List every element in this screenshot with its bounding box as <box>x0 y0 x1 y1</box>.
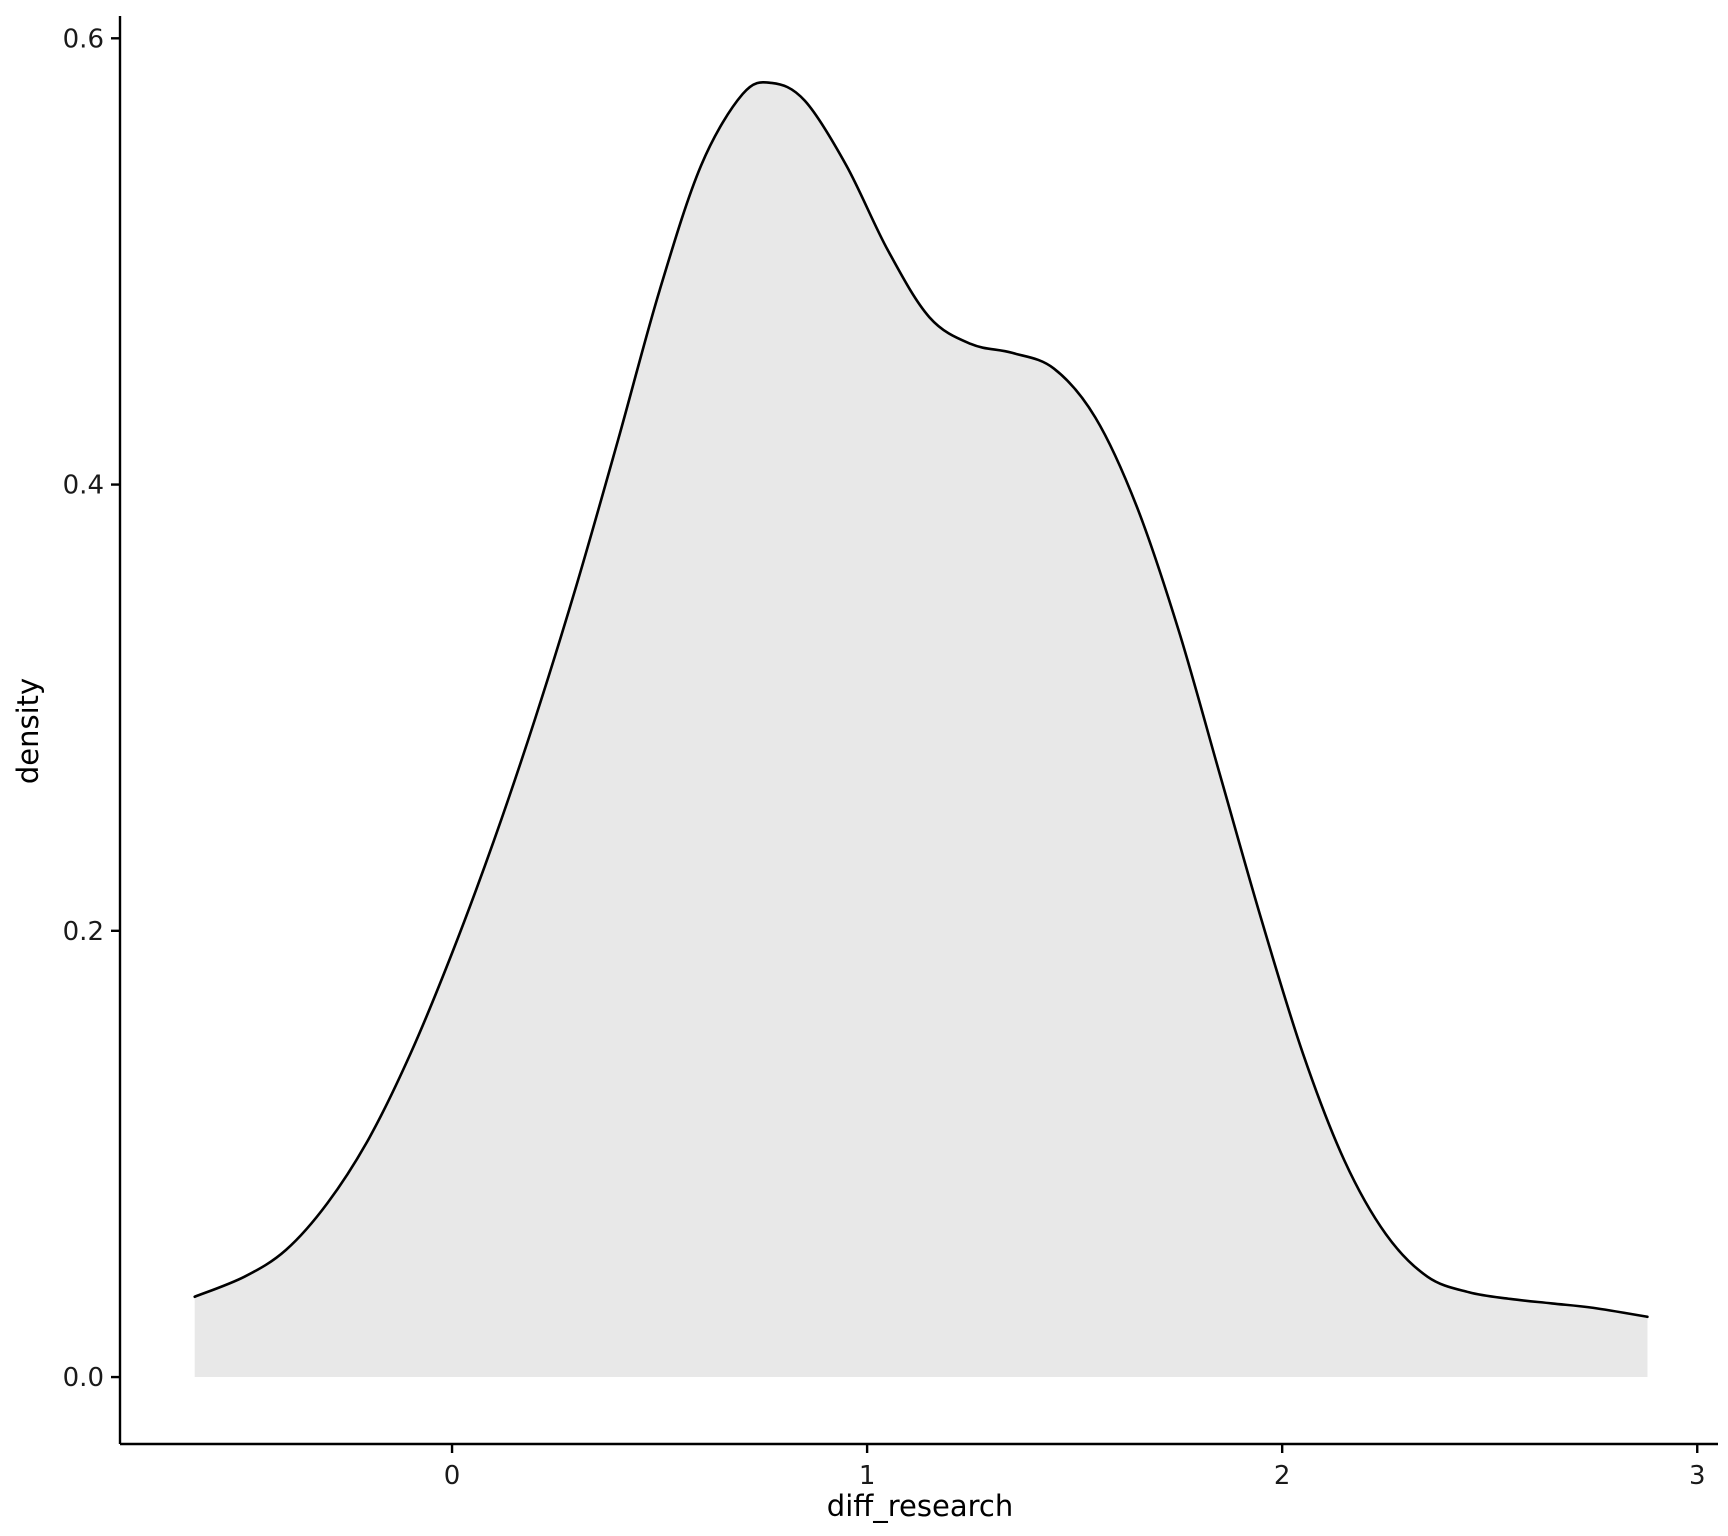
x-axis-ticks: 0 1 2 3 <box>444 1444 1706 1491</box>
x-tick-label: 0 <box>444 1461 461 1491</box>
density-area-fill <box>194 82 1648 1378</box>
x-tick-label: 2 <box>1274 1461 1291 1491</box>
y-tick-label: 0.0 <box>63 1363 104 1393</box>
y-tick-label: 0.2 <box>63 917 104 947</box>
x-tick-label: 1 <box>859 1461 876 1491</box>
y-axis-ticks: 0.0 0.2 0.4 0.6 <box>63 24 120 1393</box>
plot-area <box>193 80 1649 1378</box>
density-curve-line <box>193 80 1649 1319</box>
x-tick-label: 3 <box>1689 1461 1706 1491</box>
x-axis-title: diff_research <box>827 1489 1013 1523</box>
y-tick-label: 0.6 <box>63 24 104 54</box>
y-tick-label: 0.4 <box>63 471 104 501</box>
axes: 0.0 0.2 0.4 0.6 0 1 2 3 <box>63 16 1718 1491</box>
y-axis-title: density <box>11 678 45 784</box>
